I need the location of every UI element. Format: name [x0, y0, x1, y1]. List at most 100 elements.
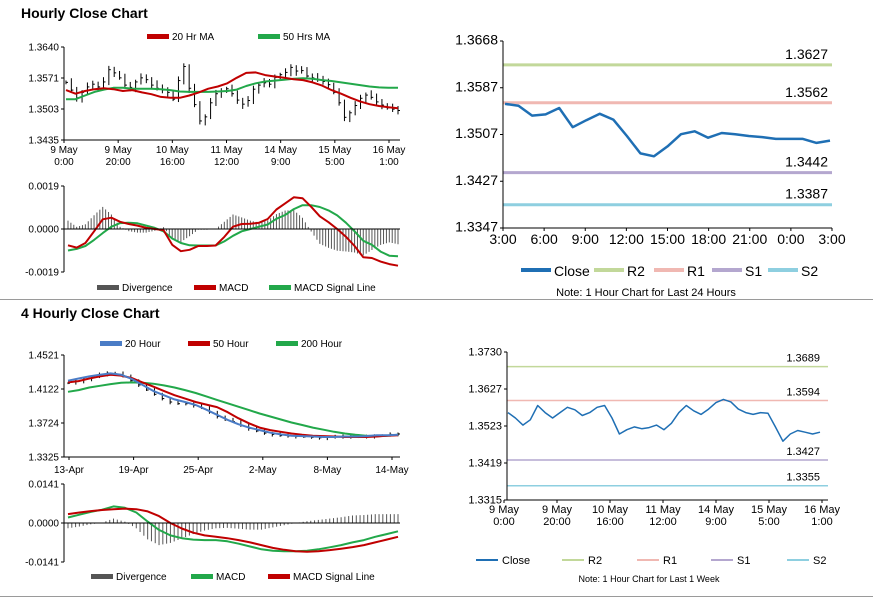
hourly-legend-divergence-swatch [97, 285, 119, 290]
four-hourly-ma20-line [67, 372, 399, 438]
hourly-price-ytick-label: 1.3571 [28, 74, 59, 85]
four-hourly-pivot-legend-s2-label: S2 [813, 555, 826, 567]
four-hourly-pivot-legend-s1-label: S1 [737, 555, 750, 567]
four-hourly-r1-value: 1.3594 [786, 387, 820, 399]
four-hourly-price-ytick-label: 1.3724 [28, 419, 59, 430]
four-hourly-pivot-xtick-label: 20:00 [543, 516, 571, 528]
four-hourly-pivot-xtick-label: 9 May [542, 504, 572, 516]
four-hourly-close-line [507, 398, 821, 442]
four-hourly-pivot-note: Note: 1 Hour Chart for Last 1 Week [579, 574, 720, 584]
four-hourly-legend-signal-label: MACD Signal Line [293, 572, 375, 583]
hourly-price-xtick-label: 1:00 [379, 157, 399, 168]
four-hourly-price-xtick-label: 14-May [375, 465, 408, 476]
four-hourly-signal-line [67, 507, 399, 553]
four-hourly-pivot-ytick-label: 1.3419 [468, 458, 502, 470]
four-hourly-price-ytick-label: 1.4122 [28, 385, 59, 396]
four-hourly-pivot-xtick-label: 5:00 [758, 516, 779, 528]
four-hourly-legend-signal-swatch [268, 574, 290, 579]
hourly-pivot-legend-s2-swatch [768, 268, 798, 272]
four-hourly-price-xtick-label: 25-Apr [183, 465, 214, 476]
hourly-price-xtick-label: 9 May [105, 145, 132, 156]
hourly-price-xtick-label: 10 May [156, 145, 189, 156]
hourly-pivot-xtick-label: 18:00 [691, 231, 726, 247]
hourly-price-xtick-label: 15 May [318, 145, 351, 156]
hourly-macd-ytick-label: 0.0000 [28, 225, 59, 236]
four-hourly-pivot-xtick-label: 14 May [698, 504, 735, 516]
four-hourly-legend-divergence-label: Divergence [116, 572, 167, 583]
four-hourly-legend-ma200-label: 200 Hour [301, 339, 343, 350]
hourly-close-line [504, 102, 831, 158]
hourly-price-xtick-label: 14 May [264, 145, 297, 156]
hourly-r1-value: 1.3562 [785, 84, 828, 100]
four-hourly-macd-ytick-label: 0.0000 [28, 519, 59, 530]
hourly-pivot-xtick-label: 12:00 [609, 231, 644, 247]
hourly-price-ytick-label: 1.3503 [28, 105, 59, 116]
hourly-pivot-legend-r1-swatch [654, 268, 684, 272]
hourly-ma20-line [65, 71, 399, 110]
hourly-pivot-ytick-label: 1.3427 [455, 172, 498, 188]
four-hourly-price-xtick-label: 19-Apr [119, 465, 150, 476]
hourly-pivot-xtick-label: 15:00 [650, 231, 685, 247]
hourly-pivot-legend-close-label: Close [554, 263, 590, 279]
four-hourly-pivot-ytick-label: 1.3315 [468, 495, 502, 507]
four-hourly-price-ytick-label: 1.4521 [28, 351, 59, 362]
hourly-price-xtick-label: 16:00 [160, 157, 185, 168]
four-hourly-pivot-xtick-label: 11 May [645, 504, 681, 516]
section-divider [0, 299, 873, 300]
hourly-pivot-xtick-label: 0:00 [777, 231, 804, 247]
hourly-pivot-legend-r2-swatch [594, 268, 624, 272]
four-hourly-price-xtick-label: 8-May [314, 465, 342, 476]
four-hourly-ma200-line [67, 381, 399, 438]
four-hourly-price-xtick-label: 2-May [249, 465, 277, 476]
four-hourly-legend-ma20-label: 20 Hour [125, 339, 161, 350]
hourly-pivot-ytick-label: 1.3507 [455, 125, 498, 141]
hourly-price-xtick-label: 12:00 [214, 157, 239, 168]
hourly-pivot-note: Note: 1 Hour Chart for Last 24 Hours [556, 287, 736, 299]
hourly-price-ytick-label: 1.3435 [28, 136, 59, 147]
four-hourly-price-ytick-label: 1.3325 [28, 453, 59, 464]
hourly-s2-value: 1.3387 [785, 186, 828, 202]
hourly-legend-signal-swatch [269, 285, 291, 290]
hourly-pivot-xtick-label: 3:00 [818, 231, 845, 247]
four-hourly-pivot-legend-r1-label: R1 [663, 555, 677, 567]
hourly-pivot-ytick-label: 1.3668 [455, 32, 498, 48]
hourly-legend-signal-label: MACD Signal Line [294, 283, 376, 294]
four-hourly-pivot-xtick-label: 15 May [751, 504, 788, 516]
hourly-pivot-legend-r1-label: R1 [687, 263, 705, 279]
four-hourly-pivot-xtick-label: 9:00 [705, 516, 726, 528]
hourly-section-title: Hourly Close Chart [21, 5, 148, 21]
four-hourly-legend-macd-label: MACD [216, 572, 245, 583]
four-hourly-s1-value: 1.3427 [786, 446, 820, 458]
hourly-pivot-xtick-label: 3:00 [489, 231, 516, 247]
hourly-r2-value: 1.3627 [785, 46, 828, 62]
four-hourly-pivot-legend-s1-swatch [711, 559, 733, 561]
four-hourly-pivot-xtick-label: 10 May [592, 504, 629, 516]
hourly-legend-ma50-swatch [258, 34, 280, 39]
four-hourly-pivot-xtick-label: 0:00 [493, 516, 514, 528]
hourly-legend-macd-swatch [194, 285, 216, 290]
four-hourly-macd-ytick-label: 0.0141 [28, 480, 59, 491]
hourly-macd-line [67, 196, 399, 267]
hourly-pivot-xtick-label: 21:00 [732, 231, 767, 247]
hourly-price-xtick-label: 11 May [210, 145, 242, 156]
hourly-price-xtick-label: 20:00 [106, 157, 131, 168]
four-hourly-pivot-ytick-label: 1.3523 [468, 421, 502, 433]
hourly-price-xtick-label: 5:00 [325, 157, 345, 168]
hourly-pivot-ytick-label: 1.3587 [455, 78, 498, 94]
four-hourly-pivot-ytick-label: 1.3627 [468, 384, 502, 396]
four-hourly-s2-value: 1.3355 [786, 472, 820, 484]
four-hourly-legend-ma50-swatch [188, 341, 210, 346]
hourly-legend-ma20-label: 20 Hr MA [172, 32, 215, 43]
four-hourly-pivot-legend-r1-swatch [637, 559, 659, 561]
four-hourly-pivot-xtick-label: 9 May [489, 504, 519, 516]
hourly-s1-value: 1.3442 [785, 154, 828, 170]
four-hourly-pivot-xtick-label: 1:00 [811, 516, 832, 528]
hourly-macd-ytick-label: -0.0019 [25, 268, 59, 279]
hourly-pivot-legend-s1-label: S1 [745, 263, 762, 279]
four-hourly-legend-ma200-swatch [276, 341, 298, 346]
hourly-pivot-legend-r2-label: R2 [627, 263, 645, 279]
four-hourly-pivot-legend-close-label: Close [502, 555, 530, 567]
four-hourly-legend-ma20-swatch [100, 341, 122, 346]
four-hourly-pivot-legend-s2-swatch [787, 559, 809, 561]
